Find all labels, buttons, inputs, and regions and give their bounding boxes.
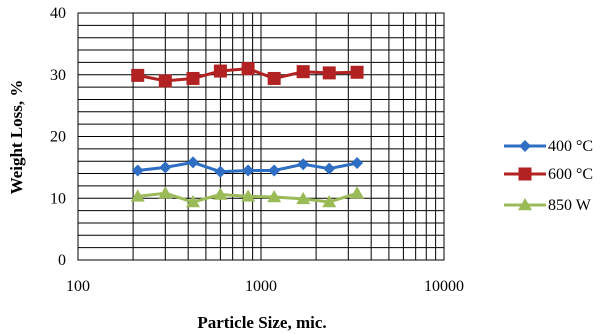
data-point [322, 66, 336, 80]
legend-marker [518, 167, 532, 181]
data-point [130, 189, 145, 202]
y-axis-title: Weight Loss, % [7, 80, 26, 195]
data-point [131, 68, 145, 82]
legend: 400 °C 600 °C 850 W [504, 138, 593, 214]
series-layer [130, 62, 365, 208]
data-point [267, 190, 282, 203]
series-group [131, 156, 364, 178]
data-point [297, 158, 310, 171]
data-point [186, 156, 199, 169]
data-point [296, 65, 310, 79]
data-point [241, 189, 256, 202]
x-tick-labels: 100 1000 10000 [66, 278, 464, 295]
data-point [158, 186, 173, 199]
y-tick-label: 40 [50, 5, 66, 22]
legend-label: 600 °C [548, 166, 593, 183]
data-point [213, 187, 228, 200]
x-tick-label: 1000 [245, 278, 277, 295]
y-tick-label: 0 [58, 252, 66, 269]
x-axis-title: Particle Size, mic. [197, 313, 326, 332]
y-tick-label: 20 [50, 129, 66, 146]
legend-marker [519, 140, 531, 152]
data-point [214, 165, 227, 178]
y-tick-labels: 0 10 20 30 40 [50, 5, 66, 269]
legend-label: 400 °C [548, 138, 593, 155]
legend-item: 850 W [504, 197, 592, 214]
legend-item: 600 °C [504, 166, 593, 183]
data-point [159, 161, 172, 174]
x-tick-label: 10000 [424, 278, 464, 295]
data-point [350, 186, 365, 199]
data-point [350, 65, 364, 79]
data-point [213, 64, 227, 78]
y-tick-label: 30 [50, 67, 66, 84]
data-point [131, 164, 144, 177]
legend-item: 400 °C [504, 138, 593, 155]
data-point [267, 71, 281, 85]
data-point [351, 157, 364, 170]
series-group [131, 62, 364, 88]
data-point [186, 71, 200, 85]
data-point [242, 164, 255, 177]
grid [77, 12, 445, 261]
data-point [185, 194, 200, 208]
data-point [158, 74, 172, 88]
data-point [296, 191, 311, 205]
legend-label: 850 W [548, 197, 592, 214]
series-group [130, 186, 365, 208]
data-point [241, 62, 255, 76]
data-point [323, 162, 336, 175]
y-tick-label: 10 [50, 190, 66, 207]
legend-marker [518, 198, 532, 211]
plot-frame [77, 12, 445, 261]
data-point [322, 194, 337, 208]
data-point [268, 164, 281, 177]
x-tick-label: 100 [66, 278, 90, 295]
